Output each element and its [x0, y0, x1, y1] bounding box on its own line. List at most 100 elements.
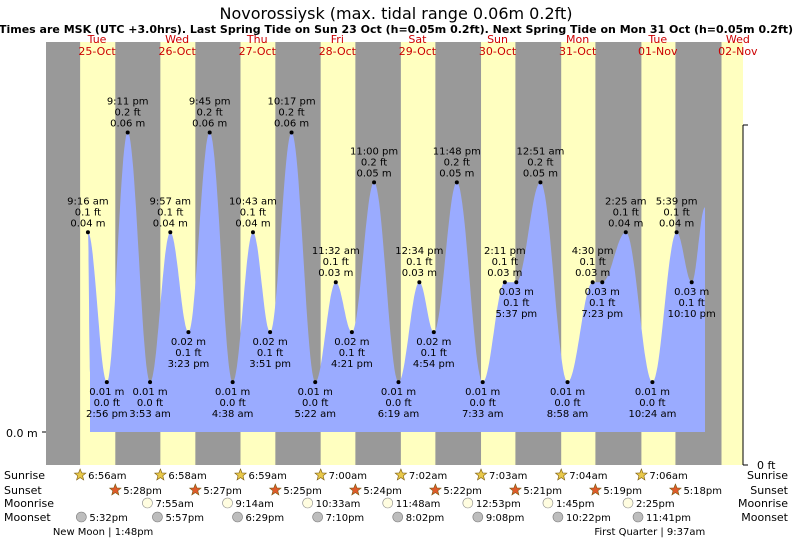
moonset-icon [632, 511, 644, 523]
tide-time-label: 12:34 pm [395, 246, 443, 257]
tide-height-m: 0.01 m [550, 387, 585, 398]
tide-time-label: 2:11 pm [484, 246, 526, 257]
moonrise-icon [382, 497, 394, 509]
moonrise-time: 1:45pm [556, 499, 595, 510]
tide-height-m: 0.03 m [487, 268, 522, 279]
moonset-time: 10:22pm [566, 513, 611, 524]
tide-point [372, 180, 377, 185]
tide-point [417, 280, 422, 285]
sunset-icon [108, 483, 122, 496]
tide-point [674, 230, 679, 235]
tide-point [538, 180, 543, 185]
day-header-weekday: Sun [487, 33, 508, 46]
tide-height-ft: 0.2 ft [361, 157, 387, 168]
day-header-weekday: Tue [87, 33, 107, 46]
tide-height-ft: 0.1 ft [257, 348, 283, 359]
tide-time-label: 7:33 am [462, 409, 504, 420]
tide-time-label: 9:57 am [150, 196, 192, 207]
tide-height-m: 0.02 m [171, 337, 206, 348]
tide-time-label: 3:51 pm [249, 359, 291, 370]
tide-height-ft: 0.1 ft [421, 348, 447, 359]
sunrise-time: 6:58am [168, 471, 206, 482]
row-label-left: Sunset [4, 484, 42, 497]
tide-height-m: 0.01 m [381, 387, 416, 398]
tide-time-label: 4:30 pm [572, 246, 614, 257]
tide-point [168, 230, 173, 235]
tide-point [289, 130, 294, 135]
tide-point [104, 380, 109, 385]
y-axis-left-label: 0.0 m [6, 427, 38, 440]
tide-point [454, 180, 459, 185]
tide-height-ft: 0.1 ft [613, 207, 639, 218]
tide-point [268, 330, 273, 335]
tide-height-ft: 0.0 ft [94, 398, 120, 409]
tide-time-label: 9:11 pm [107, 96, 149, 107]
tide-height-m: 0.05 m [356, 168, 391, 179]
moonrise-time: 12:53pm [476, 499, 521, 510]
tide-point [650, 380, 655, 385]
moonrise-icon [302, 497, 313, 509]
tide-curve-area [87, 132, 705, 432]
row-label-left: Moonset [4, 511, 51, 524]
tide-height-ft: 0.0 ft [137, 398, 163, 409]
tide-height-ft: 0.1 ft [492, 257, 518, 268]
chart-title: Novorossiysk (max. tidal range 0.06m 0.2… [219, 4, 572, 23]
day-header-weekday: Mon [566, 33, 589, 46]
tide-height-m: 0.01 m [215, 387, 250, 398]
day-header-date: 01-Nov [638, 45, 678, 58]
tide-height-ft: 0.0 ft [470, 398, 496, 409]
tide-point [396, 380, 401, 385]
day-header-date: 27-Oct [239, 45, 277, 58]
tide-point [349, 330, 354, 335]
tide-point [689, 280, 694, 285]
tide-height-ft: 0.1 ft [75, 207, 101, 218]
tide-time-label: 6:19 am [378, 409, 420, 420]
sunset-icon [428, 483, 442, 496]
sunset-time: 5:28pm [123, 486, 162, 497]
row-label-right: Moonset [741, 511, 788, 524]
tide-height-m: 0.06 m [110, 118, 145, 129]
tide-point [186, 330, 191, 335]
tide-time-label: 3:23 pm [168, 359, 210, 370]
sunrise-icon [234, 468, 247, 481]
moonrise-icon [462, 497, 474, 509]
tide-height-m: 0.04 m [70, 218, 105, 229]
tide-height-m: 0.02 m [334, 337, 369, 348]
sunset-icon [188, 483, 202, 496]
day-header-date: 31-Oct [559, 45, 597, 58]
tide-height-m: 0.01 m [635, 387, 670, 398]
tide-height-m: 0.01 m [132, 387, 167, 398]
tide-height-ft: 0.0 ft [385, 398, 411, 409]
moon-phase-label: New Moon | 1:48pm [53, 527, 153, 538]
tide-height-m: 0.03 m [575, 268, 610, 279]
day-header-date: 25-Oct [78, 45, 116, 58]
tide-time-label: 2:25 am [605, 196, 647, 207]
tide-height-ft: 0.1 ft [157, 207, 183, 218]
sunrise-icon [554, 468, 568, 481]
moonrise-time: 7:55am [155, 499, 193, 510]
sunrise-time: 7:04am [569, 471, 607, 482]
tide-height-ft: 0.0 ft [554, 398, 580, 409]
tide-time-label: 12:51 am [516, 146, 564, 157]
tide-point [207, 130, 212, 135]
tide-height-m: 0.02 m [416, 337, 451, 348]
tide-height-ft: 0.1 ft [679, 298, 705, 309]
tide-time-label: 2:56 pm [86, 409, 128, 420]
tide-point [600, 280, 605, 285]
moonset-icon [152, 511, 163, 523]
tide-point [148, 380, 153, 385]
moonrise-time: 2:25pm [636, 499, 675, 510]
tide-time-label: 8:58 am [547, 409, 589, 420]
tide-height-ft: 0.1 ft [663, 207, 689, 218]
row-label-right: Sunset [750, 484, 788, 497]
tide-height-ft: 0.2 ft [444, 157, 470, 168]
sunset-time: 5:21pm [523, 486, 562, 497]
moonset-time: 9:08pm [486, 513, 525, 524]
day-header-weekday: Fri [331, 33, 344, 46]
day-header-date: 26-Oct [159, 45, 197, 58]
moonrise-icon [622, 497, 634, 509]
moonset-icon [312, 511, 323, 523]
row-label-right: Moonrise [738, 497, 788, 510]
tide-point [565, 380, 570, 385]
tide-height-m: 0.02 m [253, 337, 288, 348]
